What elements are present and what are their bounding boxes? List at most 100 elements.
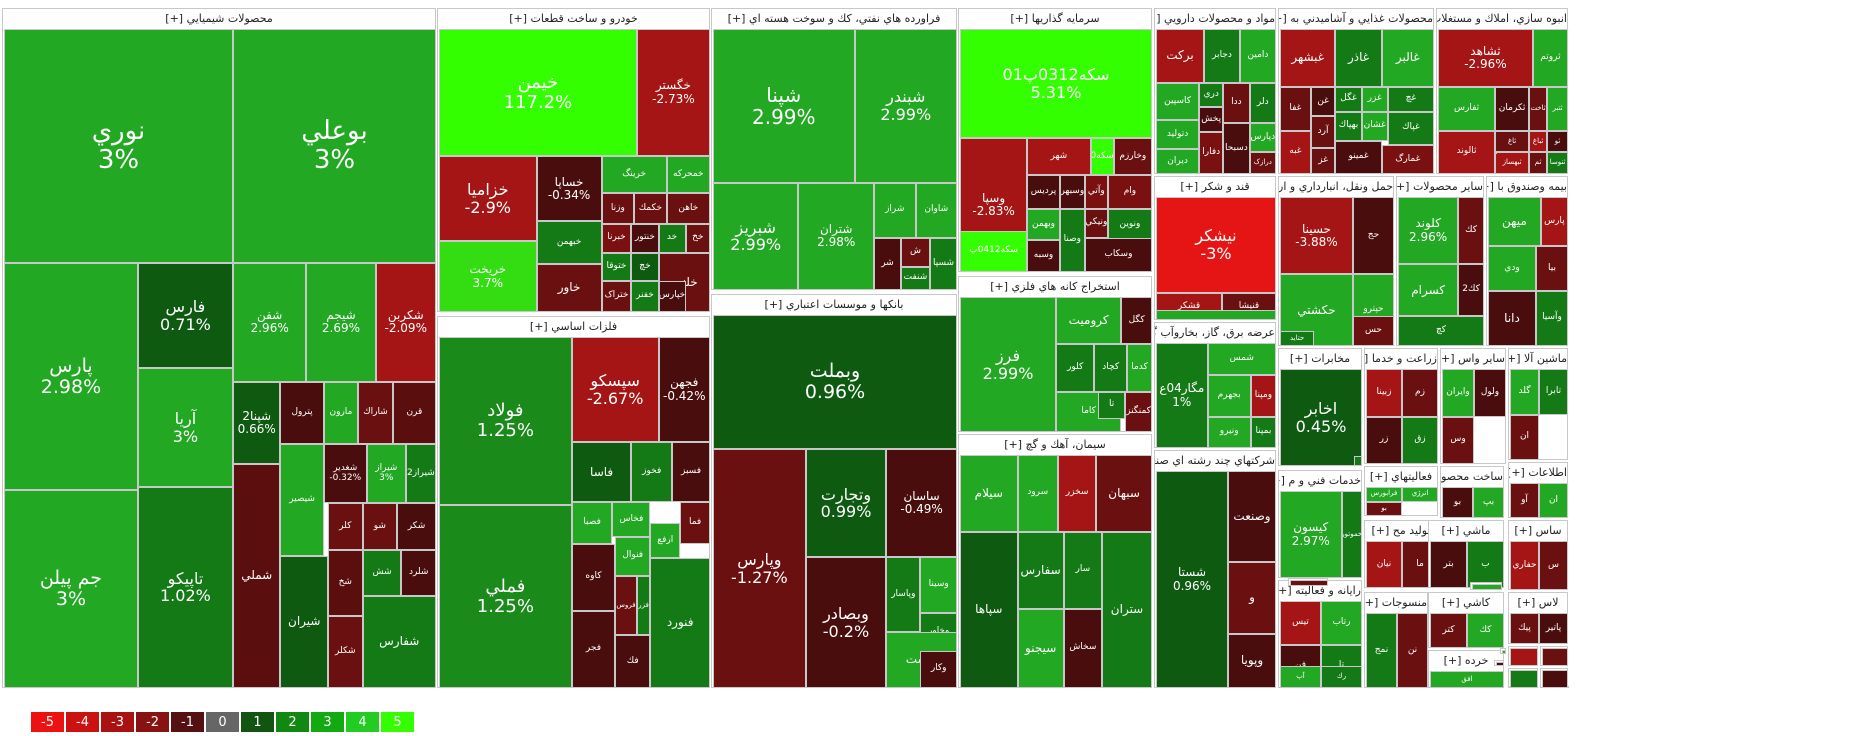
stock-tile[interactable]: شفن 2.96% <box>232 262 307 382</box>
stock-tile[interactable]: رتاب <box>1321 601 1361 645</box>
stock-tile[interactable]: ثالوند <box>1438 130 1496 173</box>
sector-title[interactable]: ساير واس [+] <box>1441 349 1505 369</box>
sector-0[interactable]: محصولات شيميايي [+] نوري 3% بوعلي 3% پارس 2.98… <box>2 8 436 688</box>
sector-title[interactable]: محصولات غذايي و آشاميدني به [+] <box>1279 9 1433 29</box>
stock-tile[interactable]: س <box>1539 541 1567 589</box>
sector-2[interactable]: فلزات اساسي [+] فولاد 1.25% سپسكو -2.67% فجهن… <box>437 316 710 688</box>
sector-title[interactable]: انبوه سازي، املاك و مستغلات [+] <box>1437 9 1567 29</box>
stock-tile[interactable]: وپويا <box>1228 633 1275 687</box>
stock-tile[interactable]: وبملت 0.96% <box>713 315 956 450</box>
stock-tile[interactable]: بو <box>1366 501 1402 515</box>
sector-title[interactable]: فراورده هاي نفتي، كك و سوخت هسته اي [+] <box>712 9 956 29</box>
sector-11[interactable]: شركتهاي چند رشته اي صنعتي [+]شستا0.96%وص… <box>1154 450 1276 688</box>
stock-tile[interactable]: گلد <box>1510 369 1539 415</box>
stock-tile[interactable]: بپ <box>1473 487 1503 517</box>
stock-tile[interactable] <box>1353 456 1361 465</box>
stock-tile[interactable]: تيس <box>1280 601 1321 645</box>
stock-tile[interactable]: فما <box>680 501 709 545</box>
sector-title[interactable]: خودرو و ساخت قطعات [+] <box>438 9 709 29</box>
stock-tile[interactable]: شر <box>874 237 901 289</box>
stock-tile[interactable]: كسرام <box>1398 264 1459 317</box>
sector-17[interactable]: رايانه و فعاليته [+] تيس رتاب تا فنآپ رك <box>1278 580 1362 688</box>
stock-tile[interactable]: غبشهر <box>1280 29 1336 87</box>
stock-tile[interactable]: شغدير -0.32% <box>323 444 367 504</box>
stock-tile[interactable]: سپسكو -2.67% <box>571 337 659 443</box>
sector-40[interactable]: [+] <box>1494 660 1504 666</box>
stock-tile[interactable]: فسبز <box>672 442 709 502</box>
stock-tile[interactable]: شسپا <box>930 237 956 289</box>
stock-tile[interactable]: خساپا -0.34% <box>536 156 602 222</box>
stock-tile[interactable]: فروس <box>615 575 637 636</box>
sector-title[interactable]: فعاليتهاي [+] <box>1365 467 1437 487</box>
stock-tile[interactable]: غزر <box>1361 87 1388 112</box>
stock-tile[interactable]: وزنا <box>601 193 635 225</box>
sector-title[interactable]: ساس [+] <box>1509 521 1567 541</box>
sector-title[interactable]: ماشي [+] <box>1429 521 1503 541</box>
stock-tile[interactable]: دفارا <box>1199 131 1224 173</box>
stock-tile[interactable]: حج <box>1352 197 1393 275</box>
stock-tile[interactable]: سار <box>1063 531 1103 609</box>
sector-4[interactable]: بانكها و موسسات اعتباري [+] وبملت 0.96% وپا… <box>711 294 957 688</box>
stock-tile[interactable]: شفارس <box>362 595 435 687</box>
stock-tile[interactable]: غمينو <box>1335 140 1382 173</box>
stock-tile[interactable]: خبرنا <box>601 224 632 253</box>
stock-tile[interactable]: وخارزم <box>1113 138 1151 175</box>
stock-tile[interactable]: پترول <box>280 381 324 445</box>
stock-tile[interactable]: بركت <box>1156 29 1204 83</box>
sector-21[interactable]: ساير واس [+] وايران ولول وس <box>1440 348 1506 464</box>
sector-22[interactable]: ماشين آلا [+] گلد تابرا ان <box>1508 348 1568 460</box>
stock-tile[interactable]: شپنا2 0.66% <box>232 381 281 464</box>
sector-24[interactable]: ساخت محصو [+] بو بپ <box>1440 466 1504 518</box>
stock-tile[interactable]: ددا <box>1223 82 1250 124</box>
stock-tile[interactable]: فصبا <box>571 501 613 545</box>
stock-tile[interactable]: ثو <box>1547 130 1567 153</box>
stock-tile[interactable]: وتجارت 0.99% <box>805 449 887 558</box>
sector-3[interactable]: فراورده هاي نفتي، كك و سوخت هسته اي [+] ش… <box>711 8 957 290</box>
stock-tile[interactable]: كچ <box>1398 316 1483 345</box>
stock-tile[interactable]: بمپنا <box>1250 416 1275 447</box>
stock-tile[interactable]: ولول <box>1474 369 1505 417</box>
stock-tile[interactable]: قرن <box>392 381 435 445</box>
stock-tile[interactable]: كك <box>1467 613 1503 647</box>
sector-20[interactable]: زراعت و خدما [+] زبينا زم زر زق <box>1364 348 1438 464</box>
sector-30[interactable]: منسوجات [+] نمج نن <box>1364 592 1428 688</box>
stock-tile[interactable]: خخ <box>685 224 709 253</box>
stock-tile[interactable]: وسبه <box>1027 240 1060 271</box>
stock-tile[interactable]: وپارس -1.27% <box>713 449 806 687</box>
stock-tile[interactable]: ثاغ <box>1495 130 1529 153</box>
sector-title[interactable]: كاشي [+] <box>1429 593 1503 613</box>
stock-tile[interactable]: سفارس <box>1017 531 1064 609</box>
stock-tile[interactable]: ستران <box>1102 531 1151 687</box>
stock-tile[interactable]: سخاش <box>1063 608 1103 687</box>
sector-title[interactable]: شركتهاي چند رشته اي صنعتي [+] <box>1155 451 1275 471</box>
stock-tile[interactable]: شيران <box>280 556 328 687</box>
sector-title[interactable]: زراعت و خدما [+] <box>1365 349 1437 369</box>
stock-tile[interactable]: پيك <box>1510 613 1539 643</box>
stock-tile[interactable]: شهر <box>1027 138 1091 175</box>
sector-title[interactable]: اطلاعات [+] <box>1509 463 1567 483</box>
stock-tile[interactable]: ثنوسا <box>1547 152 1567 173</box>
stock-tile[interactable]: شكربن -2.09% <box>375 262 435 382</box>
stock-tile[interactable]: دتوليد <box>1156 120 1200 150</box>
sector-32[interactable]: خرده [+] افق <box>1428 650 1504 688</box>
sector-36[interactable]: [+] <box>1540 668 1568 688</box>
stock-tile[interactable]: پارس 2.98% <box>4 262 138 491</box>
sector-13[interactable]: انبوه سازي، املاك و مستغلات [+]ثشاهد-2.9… <box>1436 8 1568 174</box>
stock-tile[interactable] <box>1156 310 1275 319</box>
stock-tile[interactable]: كگل <box>1121 297 1151 345</box>
stock-tile[interactable]: فخاس <box>612 501 651 538</box>
stock-tile[interactable]: خگستر -2.73% <box>636 29 709 157</box>
stock-tile[interactable]: پاتير <box>1539 613 1567 643</box>
stock-tile[interactable]: سرود <box>1017 455 1058 532</box>
sector-title[interactable]: استخراج كانه هاي فلزي [+] <box>959 277 1151 297</box>
stock-tile[interactable]: غمارگ <box>1381 145 1433 173</box>
stock-tile[interactable]: ثم <box>1529 152 1548 173</box>
stock-tile[interactable]: ميهن <box>1488 197 1541 247</box>
sector-title[interactable]: عرضه برق، گاز، بخاروآب گرم [+] <box>1155 323 1275 343</box>
stock-tile[interactable]: بو <box>1442 487 1473 517</box>
sector-28[interactable]: ساس [+] حفاري س <box>1508 520 1568 590</box>
sector-title[interactable]: لاس [+] <box>1509 593 1567 613</box>
stock-tile[interactable]: شبندر 2.99% <box>854 29 956 183</box>
stock-tile[interactable]: نيشكر -3% <box>1156 197 1275 293</box>
sector-1[interactable]: خودرو و ساخت قطعات [+] خيمن 117.2% خگستر -2.… <box>437 8 710 312</box>
